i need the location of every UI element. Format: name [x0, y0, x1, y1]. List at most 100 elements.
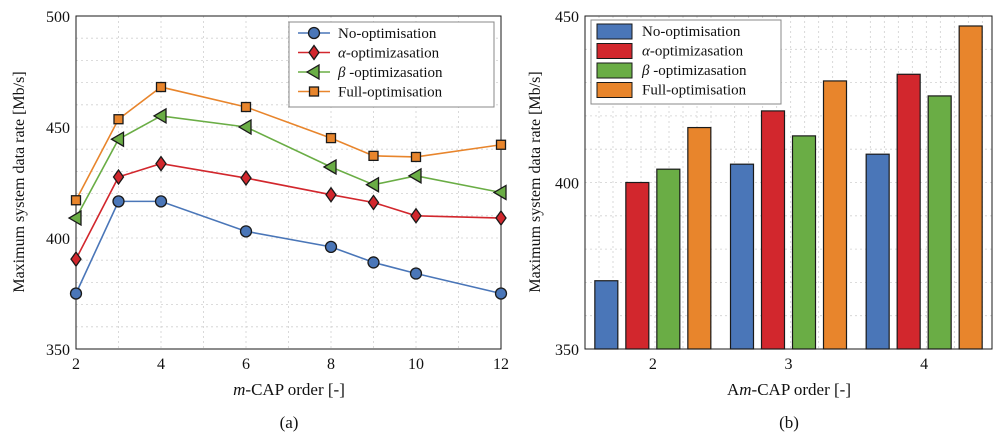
bar [791, 135, 817, 350]
data-point-marker [155, 155, 167, 172]
legend-label: No-optimisation [642, 24, 741, 40]
legend-label: β -optimizasation [337, 65, 443, 81]
data-point-marker [409, 267, 423, 280]
legend-swatch [596, 82, 633, 98]
data-point-marker [368, 150, 379, 162]
bar [687, 126, 712, 350]
data-point-marker [407, 167, 422, 184]
series-line [75, 86, 502, 201]
x-tick-label: 2 [72, 356, 80, 373]
y-tick-label: 450 [555, 9, 579, 26]
data-point-marker [494, 287, 508, 300]
data-point-marker [495, 209, 507, 227]
legend-marker [308, 86, 320, 97]
bar [822, 80, 848, 350]
data-point-marker [154, 195, 168, 208]
y-tick-label: 350 [555, 342, 579, 359]
data-point-marker [240, 169, 252, 187]
x-tick-label: 6 [242, 356, 250, 373]
legend-box [288, 21, 495, 108]
bar [865, 153, 890, 350]
bars [594, 25, 983, 350]
data-point-marker [112, 195, 125, 208]
series-markers [67, 81, 508, 300]
y-tick-label: 500 [46, 9, 70, 26]
data-point-marker [365, 176, 380, 193]
data-point-marker [367, 256, 380, 269]
line-chart-panel: 2 4 6 8 10 12 350 400 450 500 m-CAP order [-] Ma… [11, 9, 509, 432]
y-tick-label: 450 [46, 120, 70, 137]
bar-chart-panel: 2 3 4 350 400 450 Am-CAP order [-] Maximum s… [527, 9, 993, 432]
legend-swatch [596, 23, 633, 40]
data-point-marker [322, 158, 337, 176]
bar [625, 181, 650, 350]
data-point-marker [325, 186, 337, 203]
legend-label: α-optimizasation [642, 44, 744, 60]
legend-label: Full-optimisation [338, 85, 443, 101]
data-point-marker [70, 195, 82, 206]
data-point-marker [325, 132, 337, 144]
legend-label: β -optimizasation [641, 63, 747, 79]
bar [927, 95, 952, 350]
legend: No-optimisation α-optimizasation β -optimi… [590, 19, 782, 105]
x-axis-label: Am-CAP order [-] [727, 380, 851, 399]
series-line [75, 115, 502, 219]
x-tick-label: 4 [920, 356, 928, 373]
y-tick-labels: 350 400 450 [555, 9, 579, 359]
bar [656, 168, 681, 350]
data-point-marker [152, 107, 167, 125]
bar [896, 73, 921, 350]
x-axis-label: m-CAP order [-] [233, 380, 345, 399]
y-tick-label: 400 [46, 231, 70, 248]
y-tick-labels: 350 400 450 500 [46, 9, 70, 359]
y-tick-label: 350 [46, 342, 70, 359]
series-line [75, 200, 502, 295]
data-point-marker [112, 168, 125, 186]
data-point-marker [237, 118, 252, 136]
data-point-marker [239, 225, 253, 238]
legend-swatch [596, 43, 633, 59]
legend-label: Full-optimisation [642, 83, 747, 99]
data-point-marker [155, 81, 167, 93]
y-axis-label: Maximum system data rate [Mb/s] [527, 71, 544, 292]
legend-swatch [596, 62, 633, 79]
data-point-marker [69, 287, 83, 300]
legend-marker [308, 44, 320, 61]
data-point-marker [113, 114, 124, 125]
data-point-marker [410, 207, 422, 224]
y-tick-label: 400 [555, 176, 579, 193]
bar [729, 163, 755, 350]
y-axis-label: Maximum system data rate [Mb/s] [11, 71, 28, 292]
panel-caption: (b) [779, 413, 799, 432]
legend-label: No-optimisation [338, 26, 437, 42]
series-line [75, 162, 502, 260]
data-point-marker [110, 131, 125, 148]
x-tick-label: 3 [785, 356, 793, 373]
legend-marker [305, 63, 320, 81]
panel-caption: (a) [280, 413, 299, 432]
bar [958, 25, 983, 350]
series-lines [75, 86, 502, 295]
x-tick-labels: 2 3 4 [649, 356, 928, 373]
data-point-marker [70, 250, 82, 268]
x-tick-label: 4 [157, 356, 165, 373]
x-tick-label: 12 [493, 356, 509, 373]
legend: No-optimisation α-optimizasation β -optimi… [288, 21, 495, 108]
data-point-marker [324, 240, 338, 254]
x-tick-label: 8 [327, 356, 335, 373]
bar [760, 110, 786, 350]
legend-label: α-optimizasation [338, 46, 440, 62]
data-point-marker [67, 209, 82, 227]
data-point-marker [492, 184, 507, 201]
data-point-marker [240, 101, 252, 113]
legend-marker [307, 26, 321, 40]
data-point-marker [367, 194, 380, 211]
data-point-marker [410, 151, 422, 163]
x-tick-labels: 2 4 6 8 10 12 [72, 356, 509, 373]
plot-frame [75, 15, 502, 350]
bar [594, 280, 619, 350]
x-tick-label: 10 [408, 356, 424, 373]
x-tick-label: 2 [649, 356, 657, 373]
plot-frame [584, 15, 993, 350]
